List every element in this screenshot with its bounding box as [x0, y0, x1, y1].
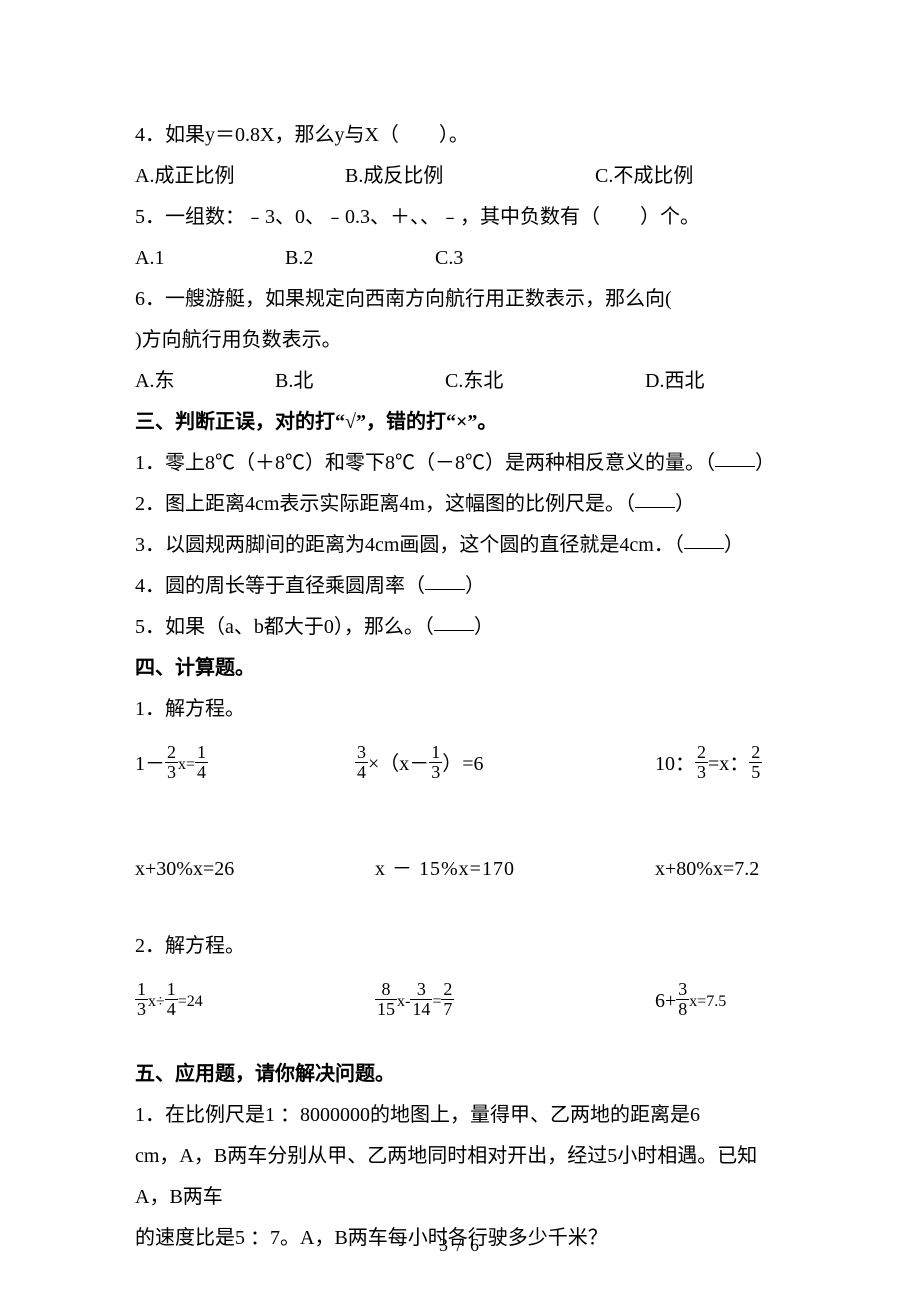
sec5-p1b: cm，A，B两车分别从甲、乙两地同时相对开出，经过5小时相遇。已知A，B两车 — [135, 1136, 790, 1218]
q6-line2: )方向航行用负数表示。 — [135, 329, 342, 351]
eq1-c2-post: ）=6 — [442, 744, 483, 785]
fraction: 13 — [429, 743, 442, 782]
sec3-item4: 4．圆的周长等于直径乘圆周率（ ） — [135, 566, 790, 607]
eq3-c2-mid: x- — [397, 994, 410, 1010]
blank — [684, 527, 724, 549]
equation-row-1: 1－ 23 x= 14 34 ×（x－ 13 ）=6 10： 23 =x： 25 — [135, 744, 790, 785]
eq3-c3-post: x=7.5 — [689, 994, 726, 1010]
fraction: 815 — [375, 980, 397, 1019]
blank — [715, 445, 755, 467]
q6-options: A.东 B.北 C.东北 D.西北 — [135, 361, 790, 402]
q5-opt-c: C.3 — [435, 238, 515, 279]
eq2-c1: x+30%x=26 — [135, 849, 375, 890]
eq3-c2-eq: = — [432, 994, 441, 1010]
sec3-i2b: ） — [675, 493, 695, 515]
equation-row-3: 13 x÷ 14 =24 815 x- 314 = 27 6+ 38 x=7.5 — [135, 981, 790, 1022]
vertical-gap — [135, 1028, 790, 1054]
sec3-i3b: ） — [724, 534, 744, 556]
q4-opt-c: C.不成比例 — [595, 156, 735, 197]
sec5-p1a: 1．在比例尺是1 ：8000000的地图上，量得甲、乙两地的距离是6 — [135, 1095, 790, 1136]
blank — [434, 609, 474, 631]
eq2-c2: x － 15%x=170 — [375, 849, 655, 890]
question-6-line2: )方向航行用负数表示。 — [135, 320, 790, 361]
sec3-i5a: 5．如果（a、b都大于0），那么。（ — [135, 616, 434, 638]
eq3-c3: 6+ 38 x=7.5 — [655, 981, 785, 1022]
eq1-c1-mid: x= — [178, 757, 195, 773]
sec3-i2a: 2．图上距离4cm表示实际距离4m，这幅图的比例尺是。（ — [135, 493, 635, 515]
q4-opt-b: B.成反比例 — [345, 156, 595, 197]
q4-text: 4．如果y＝0.8X，那么y与X（ ）。 — [135, 124, 469, 146]
q5-opt-a: A.1 — [135, 238, 285, 279]
page-number: 3 / 6 — [0, 1227, 920, 1264]
fraction: 23 — [165, 743, 178, 782]
fraction: 34 — [355, 743, 368, 782]
section-5-title: 五、应用题，请你解决问题。 — [135, 1054, 790, 1095]
q5-options: A.1 B.2 C.3 — [135, 238, 790, 279]
eq2-c3: x+80%x=7.2 — [655, 849, 785, 890]
question-6-line1: 6．一艘游艇，如果规定向西南方向航行用正数表示，那么向( — [135, 279, 790, 320]
fraction: 14 — [195, 743, 208, 782]
sec4-sub1: 1．解方程。 — [135, 689, 790, 730]
q6-opt-b: B.北 — [275, 361, 445, 402]
q5-text: 5．一组数：﹣3、0、﹣0.3、＋、、﹣，其中负数有（ ）个。 — [135, 206, 700, 228]
eq3-c1-mid: x÷ — [148, 994, 165, 1010]
vertical-gap — [135, 896, 790, 926]
eq1-c3-pre: 10： — [655, 744, 695, 785]
sec3-item1: 1．零上8℃（＋8℃）和零下8℃（－8℃）是两种相反意义的量。（ ） — [135, 443, 790, 484]
sec3-item3: 3．以圆规两脚间的距离为4cm画圆，这个圆的直径就是4cm．（ ） — [135, 525, 790, 566]
eq1-c2-mid: ×（x－ — [368, 744, 429, 785]
q6-line1: 6．一艘游艇，如果规定向西南方向航行用正数表示，那么向( — [135, 288, 692, 310]
q5-opt-b: B.2 — [285, 238, 435, 279]
question-4: 4．如果y＝0.8X，那么y与X（ ）。 — [135, 115, 790, 156]
eq1-c3-mid: =x： — [708, 744, 749, 785]
eq1-c1-pre: 1－ — [135, 744, 165, 785]
eq3-c1: 13 x÷ 14 =24 — [135, 981, 375, 1022]
sec3-i5b: ） — [474, 616, 494, 638]
eq1-c1: 1－ 23 x= 14 — [135, 744, 355, 785]
q6-opt-a: A.东 — [135, 361, 275, 402]
eq3-c3-pre: 6+ — [655, 981, 676, 1022]
question-5: 5．一组数：﹣3、0、﹣0.3、＋、、﹣，其中负数有（ ）个。 — [135, 197, 790, 238]
sec3-item5: 5．如果（a、b都大于0），那么。（ ） — [135, 607, 790, 648]
blank — [425, 568, 465, 590]
eq3-c1-post: =24 — [178, 994, 203, 1010]
sec3-i4a: 4．圆的周长等于直径乘圆周率（ — [135, 575, 425, 597]
q6-opt-d: D.西北 — [645, 361, 745, 402]
blank — [635, 486, 675, 508]
fraction: 314 — [410, 980, 432, 1019]
sec3-i3a: 3．以圆规两脚间的距离为4cm画圆，这个圆的直径就是4cm．（ — [135, 534, 684, 556]
equation-row-2: x+30%x=26 x － 15%x=170 x+80%x=7.2 — [135, 849, 790, 890]
fraction: 25 — [749, 743, 762, 782]
vertical-gap — [135, 791, 790, 837]
section-3-title: 三、判断正误，对的打“√”，错的打“×”。 — [135, 402, 790, 443]
sec3-i1b: ） — [755, 452, 775, 474]
sec3-i1a: 1．零上8℃（＋8℃）和零下8℃（－8℃）是两种相反意义的量。（ — [135, 452, 715, 474]
sec3-i4b: ） — [465, 575, 485, 597]
fraction: 13 — [135, 980, 148, 1019]
sec3-item2: 2．图上距离4cm表示实际距离4m，这幅图的比例尺是。（ ） — [135, 484, 790, 525]
q4-options: A.成正比例 B.成反比例 C.不成比例 — [135, 156, 790, 197]
sec4-sub2: 2．解方程。 — [135, 926, 790, 967]
fraction: 14 — [165, 980, 178, 1019]
q4-opt-a: A.成正比例 — [135, 156, 345, 197]
eq1-c2: 34 ×（x－ 13 ）=6 — [355, 744, 655, 785]
eq1-c3: 10： 23 =x： 25 — [655, 744, 775, 785]
fraction: 23 — [695, 743, 708, 782]
q6-opt-c: C.东北 — [445, 361, 645, 402]
fraction: 38 — [676, 980, 689, 1019]
fraction: 27 — [441, 980, 454, 1019]
section-4-title: 四、计算题。 — [135, 648, 790, 689]
eq3-c2: 815 x- 314 = 27 — [375, 981, 655, 1022]
